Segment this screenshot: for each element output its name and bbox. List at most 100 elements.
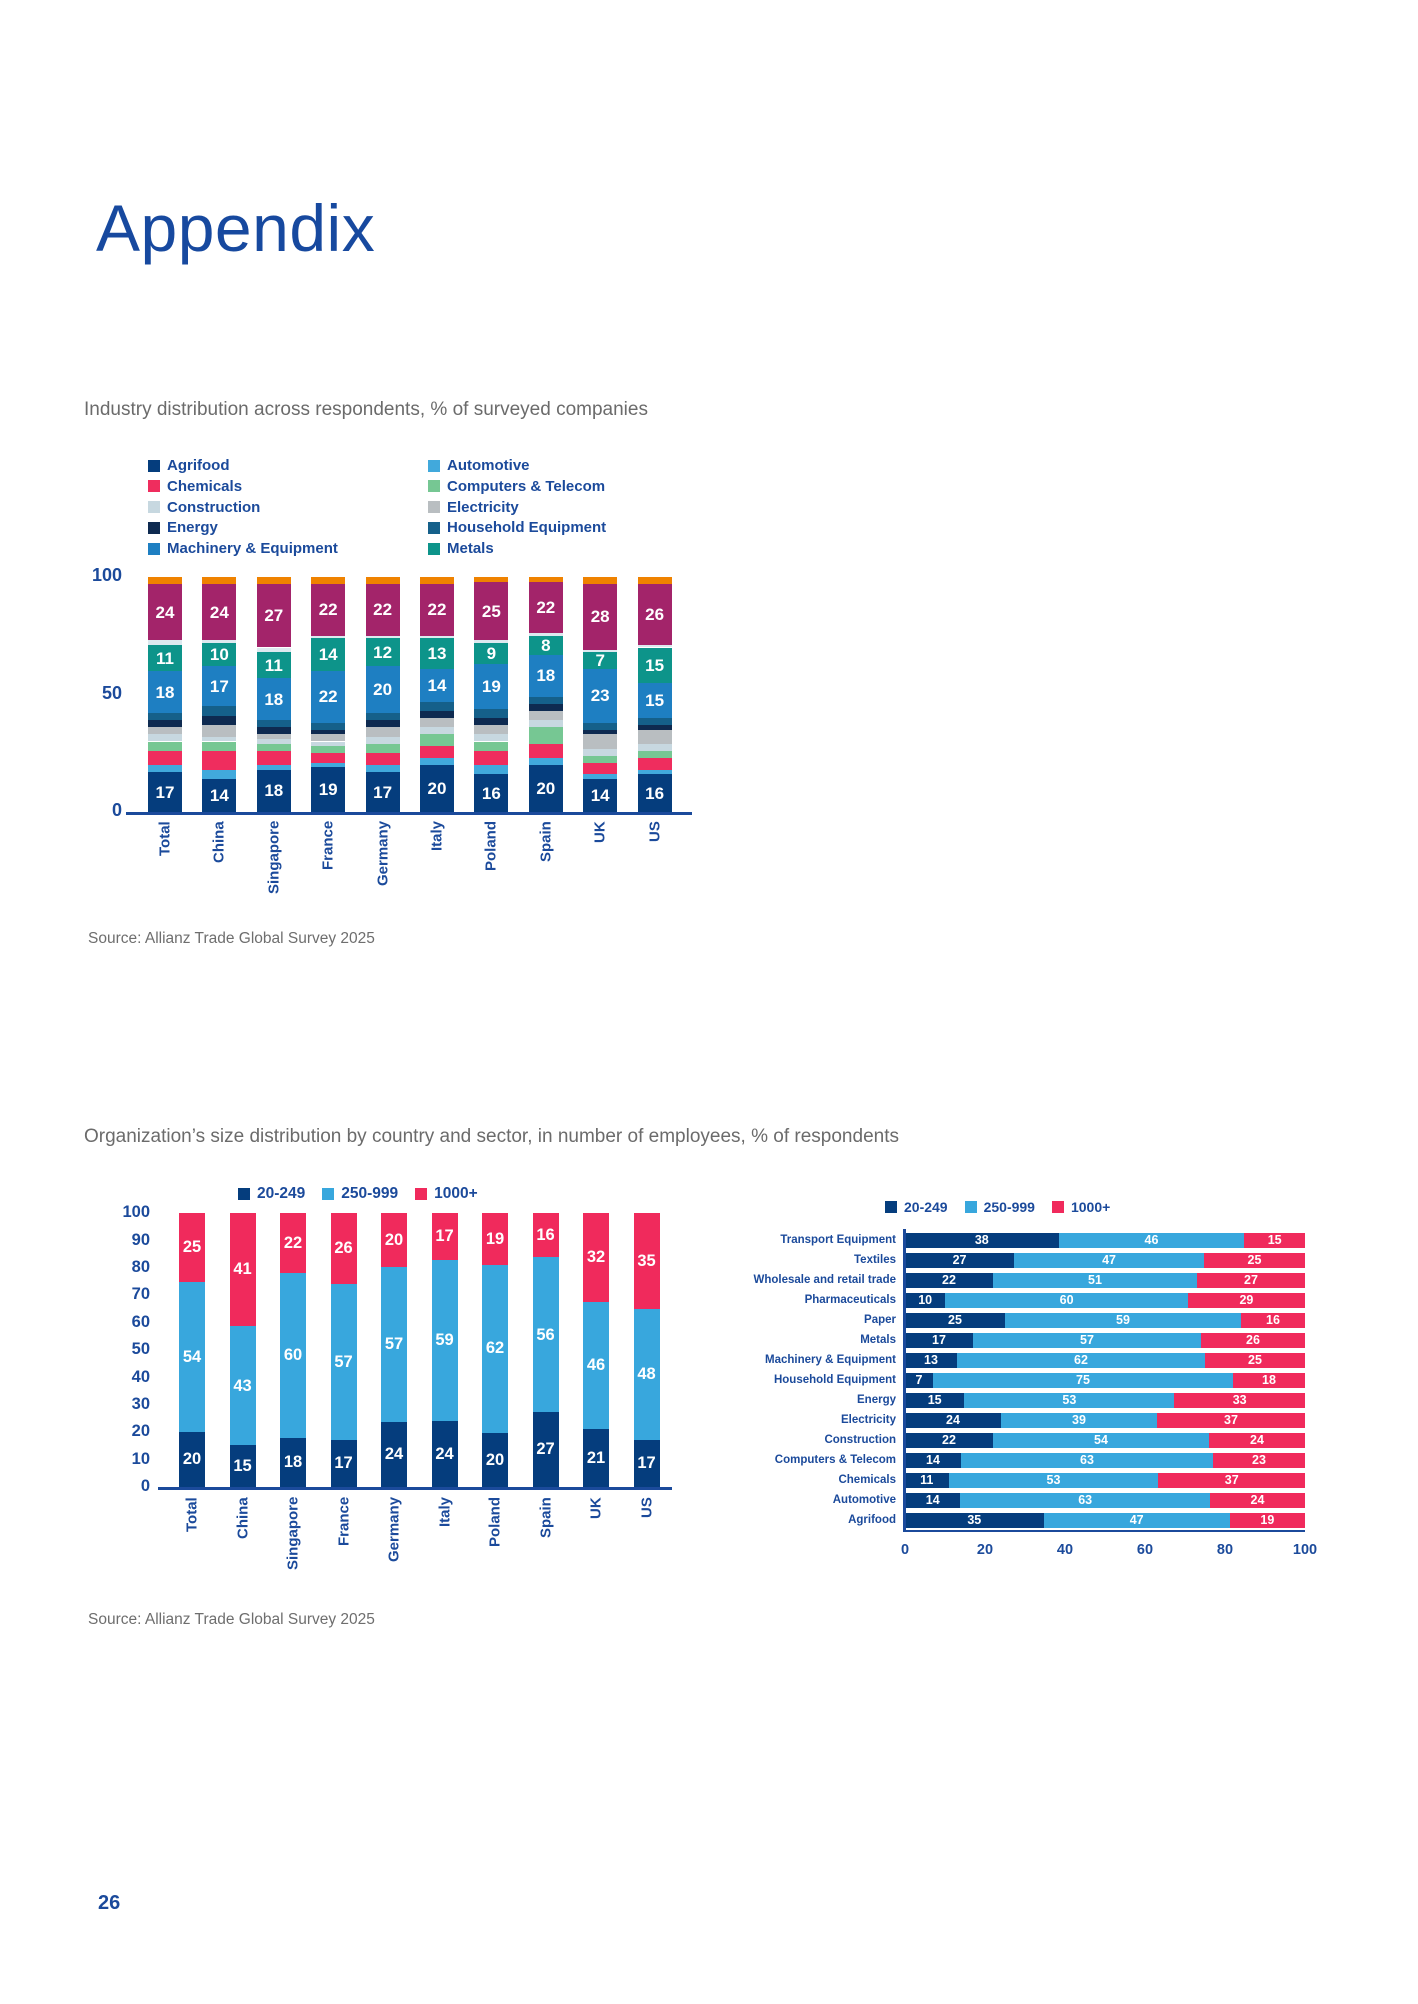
bar-segment: 9 (474, 642, 509, 664)
segment-value-label: 22 (283, 1233, 303, 1252)
segment-value-label: 27 (536, 1440, 555, 1459)
bar-segment (148, 577, 182, 585)
bar-segment: 41 (229, 1213, 256, 1327)
bar-segment: 43 (229, 1326, 256, 1446)
segment-value-label: 23 (590, 686, 610, 706)
segment-value-label: 22 (318, 687, 338, 707)
legend-item: 1000+ (1051, 1199, 1110, 1215)
segment-value-label: 54 (182, 1347, 202, 1366)
segment-value-label: 24 (1250, 1433, 1264, 1447)
legend-label: Energy (167, 519, 218, 537)
segment-value-label: 43 (233, 1376, 252, 1395)
segment-value-label: 15 (233, 1456, 252, 1475)
segment-value-label: 27 (952, 1253, 967, 1267)
bar-segment (637, 645, 672, 648)
bar-segment (637, 769, 672, 775)
segment-value-label: 22 (942, 1273, 956, 1287)
segment-value-label: 32 (586, 1248, 606, 1267)
bar-segment: 11 (256, 652, 291, 679)
bar-segment (474, 577, 509, 582)
segment-value-label: 60 (283, 1346, 303, 1365)
bar-segment (202, 725, 237, 737)
legend-swatch (415, 1187, 428, 1200)
chart1-subtitle: Industry distribution across respondents… (84, 399, 648, 420)
segment-value-label: 15 (1267, 1233, 1282, 1247)
bar-segment (202, 715, 237, 726)
bar-segment: 57 (330, 1284, 357, 1441)
segment-value-label: 57 (384, 1335, 404, 1354)
legend-item: Metals (428, 540, 606, 557)
bar-segment (365, 753, 400, 765)
bar-segment: 14 (905, 1453, 961, 1468)
segment-value-label: 16 (481, 783, 501, 803)
y-axis-line (903, 1229, 906, 1532)
y-axis-tick-label: 30 (131, 1394, 150, 1413)
bar-segment: 14 (905, 1493, 961, 1508)
bar-segment (311, 722, 346, 730)
bar-segment: 7 (583, 652, 618, 669)
segment-value-label: 13 (427, 643, 447, 663)
bar-segment: 53 (948, 1473, 1159, 1488)
category-label: Chemicals (838, 1474, 896, 1487)
bar-segment: 23 (1213, 1453, 1305, 1468)
legend-item: 1000+ (415, 1185, 478, 1203)
segment-value-label: 18 (1262, 1373, 1276, 1387)
segment-value-label: 24 (946, 1413, 960, 1427)
legend-label: Chemicals (167, 477, 243, 495)
y-axis-tick-label: 50 (131, 1340, 150, 1359)
segment-value-label: 25 (1247, 1253, 1262, 1267)
y-axis-tick-label: 20 (131, 1422, 150, 1441)
segment-value-label: 14 (925, 1493, 940, 1507)
bar-segment: 29 (1187, 1293, 1305, 1308)
bar-segment (528, 757, 563, 765)
segment-value-label: 26 (1246, 1333, 1260, 1347)
bar-segment (256, 739, 291, 744)
bar-segment (637, 725, 672, 730)
bar-segment: 22 (528, 581, 563, 634)
segment-value-label: 20 (485, 1450, 505, 1469)
segment-value-label: 10 (918, 1293, 933, 1307)
segment-value-label: 25 (948, 1313, 962, 1327)
bar-segment: 38 (905, 1233, 1059, 1248)
segment-value-label: 16 (536, 1225, 555, 1244)
bar-segment: 33 (1174, 1393, 1305, 1408)
bar-segment (365, 635, 400, 639)
bar-segment (420, 635, 454, 639)
bar-segment: 46 (1058, 1233, 1245, 1248)
bar-segment (202, 640, 237, 643)
bar-segment (420, 718, 454, 728)
category-label: Paper (864, 1314, 896, 1327)
segment-value-label: 20 (182, 1450, 202, 1469)
y-axis-tick-label: 0 (111, 800, 122, 821)
category-label: Transport Equipment (780, 1234, 896, 1247)
segment-value-label: 75 (1076, 1373, 1090, 1387)
x-axis-tick-label: 80 (1216, 1542, 1234, 1558)
bar-segment (256, 765, 291, 770)
legend-swatch (148, 501, 160, 514)
bar-segment: 25 (905, 1313, 1005, 1328)
bar-segment (583, 748, 618, 756)
bar-segment (420, 757, 454, 765)
bar-segment: 14 (583, 779, 618, 812)
segment-value-label: 17 (373, 782, 393, 802)
bar-segment (583, 722, 618, 730)
bar-segment: 15 (637, 682, 672, 718)
segment-value-label: 11 (920, 1473, 934, 1487)
bar-segment: 48 (633, 1308, 660, 1441)
segment-value-label: 26 (645, 605, 665, 625)
bar-segment (256, 647, 291, 653)
bar-segment: 15 (637, 647, 672, 683)
page-title: Appendix (96, 191, 376, 265)
segment-value-label: 18 (155, 682, 175, 702)
category-label: Textiles (854, 1254, 896, 1267)
segment-value-label: 37 (1224, 1473, 1239, 1487)
segment-value-label: 18 (536, 666, 556, 686)
bar-segment (528, 633, 563, 636)
bar-segment (202, 577, 237, 585)
bar-segment: 18 (280, 1437, 306, 1487)
segment-value-label: 63 (1078, 1493, 1093, 1507)
bar-segment (474, 741, 509, 751)
bar-segment (420, 727, 454, 735)
bar-segment: 27 (532, 1412, 559, 1487)
